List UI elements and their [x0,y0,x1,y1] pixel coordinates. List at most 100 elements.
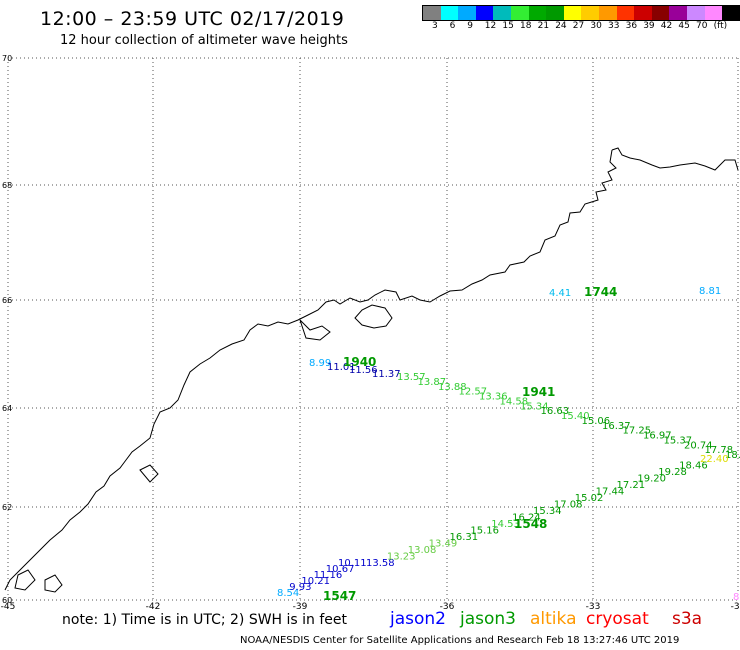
legend-swatch [704,6,723,20]
pass-time-label: 1744 [584,285,617,299]
wave-height-value: 13.23 [387,552,416,563]
longitude-label: -42 [146,602,161,612]
map-title: 12:00 – 23:59 UTC 02/17/2019 [40,8,345,30]
legend-label: 27 [572,21,585,31]
wave-height-value: 14.58 [500,396,529,407]
legend-label: 39 [643,21,655,31]
wave-height-value: 11.56 [349,365,378,376]
wave-height-value: 15.16 [470,526,499,537]
legend-swatch [528,6,547,20]
wave-height-value: 8.54 [277,588,299,599]
latitude-label: 60 [2,596,12,605]
latitude-label: 68 [2,181,12,190]
pass-time-label: 1548 [514,517,547,531]
wave-height-value: 16.97 [643,431,672,442]
legend-label: 12 [484,21,497,31]
legend-swatch [581,6,599,20]
legend-swatch [669,6,687,20]
wave-height-value: 4.41 [549,288,571,299]
wave-height-value: 10.11 [338,558,367,569]
latitude-label: 66 [2,296,12,305]
legend-label: 36 [625,21,638,31]
wave-height-value: 15.34 [533,506,562,517]
footer-credit: NOAA/NESDIS Center for Satellite Applica… [240,635,680,646]
wave-height-value: 16.37 [602,421,631,432]
satellite-name-jason3: jason3 [460,609,516,629]
legend-label: (ft) [713,21,728,31]
wave-height-value: 15.34 [520,401,549,412]
legend-swatch [722,6,740,20]
pass-time-label: 1940 [343,355,376,369]
latitude-label: 62 [2,503,12,512]
longitude-label: -36 [440,602,455,612]
wave-height-value: 17.78 [705,445,734,456]
greenland-coastline [4,147,739,593]
legend-swatch [651,6,670,20]
note-text: note: 1) Time is in UTC; 2) SWH is in fe… [62,612,348,628]
legend-swatch [458,6,476,20]
legend-label: 70 [696,21,708,31]
wave-height-value: 8. [733,592,740,603]
legend-label: 24 [555,21,567,31]
satellite-name-altika: altika [530,609,577,629]
legend-swatch [440,6,459,20]
wave-height-value: 10.67 [326,564,355,575]
satellite-name-s3a: s3a [672,609,703,629]
legend-swatch [423,6,441,20]
pass-time-label: 1941 [522,385,555,399]
legend-swatch [616,6,635,20]
legend-label: 33 [608,21,620,31]
wave-height-value: 10.21 [301,576,330,587]
legend-label: 18 [520,21,532,31]
wave-height-value: 13.58 [366,558,395,569]
wave-height-value: 16.63 [541,406,570,417]
wave-height-value: 8.81 [699,286,721,297]
wave-height-value: 15.37 [664,435,693,446]
satellite-name-jason2: jason2 [390,609,446,629]
wave-height-value: 17.25 [623,426,652,437]
wave-height-value: 15.40 [561,411,590,422]
pass-time-label: 1547 [323,589,356,603]
wave-height-value: 18.46 [679,461,708,472]
longitude-label: -45 [1,602,16,612]
wave-height-value: 13.49 [429,539,458,550]
legend-label: 6 [449,21,456,31]
wave-height-value: 20.74 [684,440,713,451]
legend-swatch [475,6,494,20]
legend-label: 21 [537,21,550,31]
wave-height-value: 17.21 [617,480,646,491]
legend-swatch [598,6,617,20]
wave-height-value: 18.8 [725,450,740,461]
wave-height-value: 19.20 [637,474,666,485]
wave-height-value: 12.57 [459,387,488,398]
wave-height-value: 19.28 [658,467,687,478]
map-subtitle: 12 hour collection of altimeter wave hei… [60,33,348,48]
wave-height-value: 13.08 [408,545,437,556]
graticule: 70 68 66 64 62 60-45 -42 -39 -36 -33 -30 [1,54,740,612]
wave-height-value: 13.57 [397,372,426,383]
wave-height-value: 11.37 [372,369,401,380]
legend-label: 45 [678,21,690,31]
wave-height-value: 14.53 [491,519,520,530]
wave-height-value: 15.06 [582,416,611,427]
legend-swatch [493,6,511,20]
legend-label: 15 [502,21,514,31]
legend-label: 30 [590,21,602,31]
wave-height-value: 17.08 [554,500,583,511]
latitude-label: 70 [2,54,12,63]
legend-swatch [634,6,652,20]
wave-height-value: 16.31 [450,532,479,543]
legend-label: 9 [467,21,473,31]
wave-height-value: 13.88 [438,382,467,393]
legend-label: 42 [660,21,673,31]
wave-height-value: 13.36 [479,392,508,403]
color-legend [422,5,740,21]
legend-swatch [686,6,705,20]
wave-height-value: 16.24 [512,513,541,524]
legend-label: 3 [432,21,438,31]
longitude-label: -30 [731,602,740,612]
wave-height-value: 11.16 [314,570,343,581]
longitude-label: -39 [293,602,308,612]
